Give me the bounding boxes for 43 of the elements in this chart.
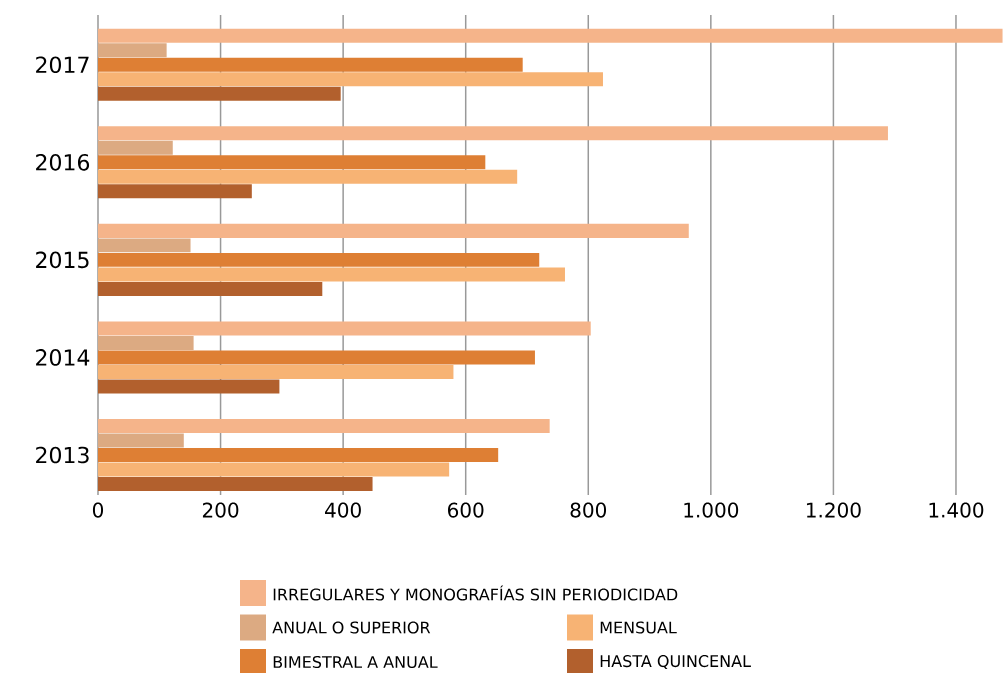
bar: [98, 350, 535, 365]
legend-label: BIMESTRAL A ANUAL: [273, 655, 438, 669]
bar: [98, 419, 550, 433]
legend-label: IRREGULARES Y MONOGRAFÍAS SIN PERIODICIDAD: [273, 585, 678, 601]
bar: [98, 252, 540, 267]
y-tick-label: 2015: [36, 251, 89, 269]
x-tick-label: 800: [570, 502, 607, 518]
bar: [98, 448, 499, 462]
x-tick-label: 1.200: [806, 502, 861, 518]
bar: [98, 238, 191, 253]
bar: [98, 433, 184, 448]
bar: [98, 86, 341, 101]
bar: [98, 57, 523, 72]
bar: [98, 364, 454, 379]
bar: [98, 169, 518, 184]
bar: [98, 28, 1003, 43]
legend-label: MENSUAL: [600, 621, 677, 634]
bar: [98, 223, 689, 238]
x-tick-label: 0: [92, 502, 104, 518]
legend-label: ANUAL O SUPERIOR: [272, 621, 431, 634]
bar: [98, 462, 450, 477]
bar: [98, 126, 888, 141]
x-tick-label: 1.400: [929, 502, 984, 518]
bar: [98, 184, 252, 199]
bar: [98, 72, 603, 87]
bar: [98, 267, 565, 282]
x-tick-label: 1.000: [684, 502, 739, 518]
x-tick-label: 200: [202, 502, 239, 518]
y-tick-label: 2017: [36, 56, 89, 74]
legend-label: HASTA QUINCENAL: [600, 655, 751, 669]
x-tick-label: 400: [325, 502, 361, 518]
y-tick-label: 2013: [36, 446, 89, 464]
bar: [98, 140, 173, 155]
bar: [98, 43, 167, 58]
bar: [98, 321, 591, 336]
bar: [98, 281, 323, 296]
bar: [98, 379, 280, 394]
bar: [98, 335, 194, 350]
bar: [98, 155, 486, 170]
y-tick-label: 2014: [36, 349, 90, 366]
x-tick-label: 600: [448, 502, 484, 518]
y-tick-label: 2016: [36, 154, 90, 171]
bar: [98, 477, 373, 491]
